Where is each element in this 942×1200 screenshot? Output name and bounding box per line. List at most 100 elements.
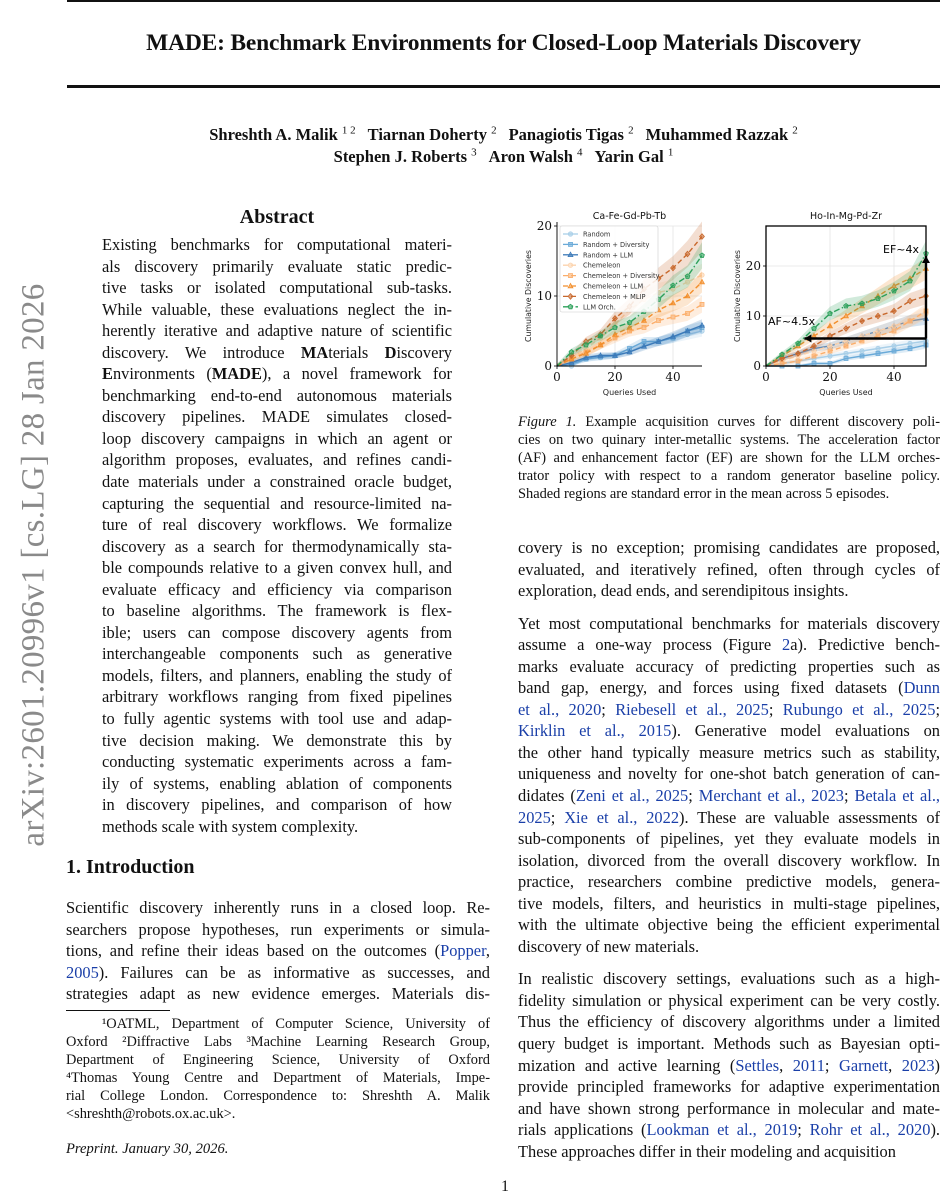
citation-link[interactable]: Rohr et al., 2020 [809,1120,931,1140]
citation-link[interactable]: Settles [735,1055,780,1075]
text: capturing the sequential and resource-li… [102,493,452,513]
text-line: ¹OATML, Department of Computer Science, … [66,1015,490,1033]
author: Aron Walsh 4 [489,146,583,166]
marker-point [611,331,619,337]
citation-link[interactable]: Rubungo et al., 2025 [782,699,936,719]
text-line: arbitrary workflows ranging from fixed p… [102,686,452,708]
title-rule [67,85,940,88]
marker-point [907,318,913,324]
marker-point [641,325,647,330]
citation-link[interactable]: Betala et al., [854,786,940,806]
marker-point [567,282,574,289]
citation-link[interactable]: 2 [782,635,791,655]
citation-link[interactable]: Popper [440,941,486,961]
text: cies on two quinary inter-metallic syste… [518,432,940,448]
text: practice, researchers combine predictive… [518,872,940,892]
x-tick-label: 0 [553,370,561,384]
citation-link[interactable]: Kirklin et al., 2015 [518,721,672,741]
text: rial College London. Correspondence to: … [66,1088,490,1104]
marker-point [567,231,574,237]
affiliations-footnote: ¹OATML, Department of Computer Science, … [66,1015,490,1123]
text: ily of systems, enabling ablation of com… [102,773,452,793]
text: discovery as a search for thermodynamica… [102,536,452,556]
text-line: fidelity simulation or physical experime… [518,990,940,1012]
text: algorithm proposes, evaluates, and refin… [102,450,452,470]
citation-link[interactable]: 2011 [792,1055,825,1075]
text-line: interchangeable components such as gener… [102,643,452,665]
text: tions, and refine their ideas based on t… [66,941,441,961]
text-line: searchers propose hypotheses, run experi… [66,919,490,941]
text: ). Generative model evaluations on [671,721,940,741]
text: nvironments ( [112,364,212,384]
author-name: Shreshth A. Malik [209,124,338,144]
text: evaluate efficacy and efficiency via com… [102,579,452,599]
text: query budget is important. Methods such … [518,1034,940,1054]
citation-link[interactable]: et al., 2020 [518,699,602,719]
marker-point [567,303,574,310]
marker-point [670,264,676,272]
marker-point [795,358,801,364]
text-line: cies on two quinary inter-metallic syste… [518,431,940,449]
text-line: ble compounds relative to a given convex… [102,557,452,579]
marker-point [684,292,691,299]
citation-link[interactable]: Lookman et al., 2019 [646,1120,798,1140]
text-line: ⁴Thomas Young Centre and Department of M… [66,1069,490,1087]
citation-link[interactable]: Dunn [903,678,940,698]
text: Shaded regions are standard error in the… [518,486,890,502]
citation-link[interactable]: Zeni et al., 2025 [575,786,689,806]
paragraph: covery is no exception; promising candid… [518,537,940,602]
y-tick-label: 20 [537,219,552,233]
marker-point [611,352,619,358]
citation-link[interactable]: 2023 [901,1055,935,1075]
marker-point [626,348,633,355]
marker-point [699,233,705,240]
text-line: sub-components of pipelines, yet they ev… [518,828,940,850]
marker-point [684,250,691,258]
right-column-text: covery is no exception; promising candid… [518,537,940,1173]
marker-point [891,348,897,354]
text: the other hand typically measure metrics… [518,742,940,762]
y-tick-label: 20 [746,259,761,273]
subplot-title: Ho-In-Mg-Pd-Zr [810,211,882,222]
text: and have shown strong performance in mol… [518,1098,940,1118]
marker-point [859,353,865,359]
text: in discovery pipelines, and comparison o… [102,795,452,815]
marker-point [568,349,575,355]
text: discovery. We introduce [102,342,301,362]
citation-link[interactable]: Riebesell et al., 2025 [615,699,769,719]
marker-point [827,353,833,359]
text-line: Shaded regions are standard error in the… [518,485,940,503]
text-line: These approaches differ in their modelin… [518,1141,940,1163]
text: als discovery primarily evaluate static … [102,256,452,276]
marker-point [670,314,676,320]
marker-point [779,361,785,366]
y-tick-label: 0 [753,359,761,373]
text: benchmarking end-to-end autonomous mater… [102,385,452,405]
marker-point [597,352,604,358]
text: ¹OATML, Department of Computer Science, … [66,1016,490,1032]
text: a). Predictive bench- [790,635,940,655]
citation-link[interactable]: Merchant et al., 2023 [698,786,844,806]
text: Department of Engineering Science, Unive… [66,1052,490,1068]
citation-link[interactable]: 2005 [66,962,99,982]
legend-label: Chemeleon + MLIP [583,293,645,301]
text: uniqueness and novelty for one-shot batc… [518,764,940,784]
author-affiliation-mark: 3 [471,146,477,158]
text-line: band gap, energy, and forces using fixed… [518,677,940,699]
citation-link[interactable]: 2025 [518,807,551,827]
citation-link[interactable]: Garnett [838,1055,889,1075]
text-line: <shreshth@robots.ox.ac.uk>. [66,1105,490,1123]
marker-point [626,319,633,326]
text-line: evaluated, and iteratively refined, ofte… [518,559,940,581]
x-tick-label: 20 [607,370,622,384]
text: ; [550,807,565,827]
text: rials applications ( [518,1120,647,1140]
marker-point [568,273,573,278]
text-line: 2005). Failures can be as informative as… [66,962,490,984]
marker-point [684,279,691,285]
marker-point [907,346,913,351]
citation-link[interactable]: Xie et al., 2022 [564,807,680,827]
text-line: While valuable, these evaluations neglec… [102,299,452,321]
marker-point [842,312,850,319]
text: searchers propose hypotheses, run experi… [66,919,490,939]
